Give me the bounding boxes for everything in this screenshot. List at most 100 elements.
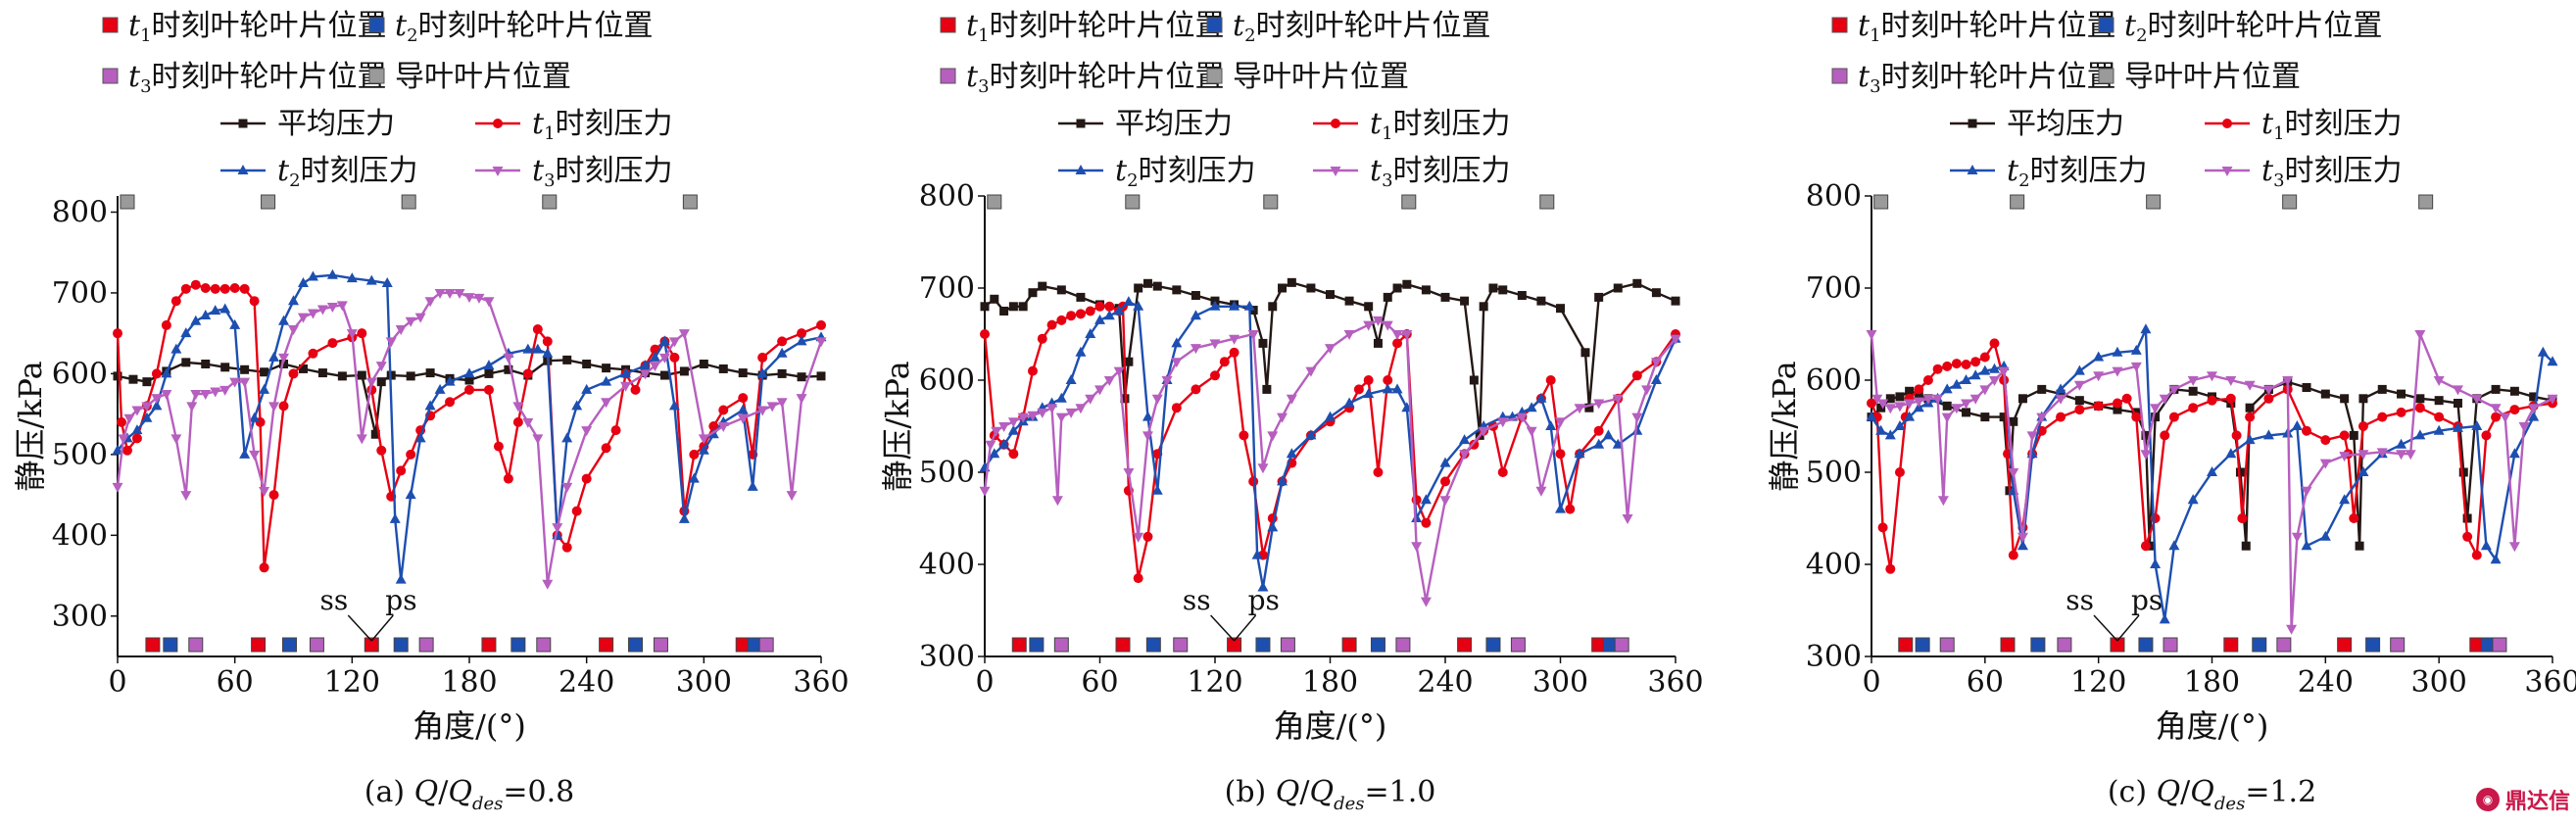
data-point-t2 — [1171, 337, 1183, 348]
data-point-t1 — [2008, 550, 2018, 560]
x-tick-label: 120 — [2070, 665, 2126, 700]
y-tick-label: 300 — [52, 600, 108, 634]
data-point-t2 — [1961, 374, 1972, 384]
data-point-t1 — [1133, 573, 1143, 584]
data-point-t1 — [1914, 384, 1924, 395]
data-point-t3 — [2518, 422, 2530, 432]
data-point-t2 — [297, 277, 309, 288]
data-point-avg — [1876, 403, 1886, 412]
data-point-t2 — [170, 343, 182, 354]
data-point-t3 — [424, 297, 436, 308]
legend-p-t3-marker — [1330, 167, 1341, 176]
data-point-t3 — [2471, 394, 2483, 405]
data-point-t1 — [1066, 311, 1077, 321]
data-point-t3 — [991, 426, 1002, 437]
data-point-t2 — [1055, 392, 1067, 403]
blade-position-marker-t3 — [1173, 637, 1189, 653]
data-point-t2 — [2339, 494, 2351, 505]
vane-position-marker — [2010, 194, 2025, 210]
data-point-t1 — [2377, 412, 2388, 422]
data-point-t3 — [2093, 371, 2105, 382]
blade-position-marker-t3 — [1280, 637, 1295, 653]
data-point-t1 — [2140, 541, 2151, 552]
data-point-avg — [376, 377, 386, 387]
x-tick-label: 360 — [793, 665, 849, 700]
data-point-avg — [2453, 399, 2462, 408]
data-point-avg — [999, 307, 1009, 315]
data-point-t2 — [601, 375, 612, 386]
blade-position-marker-t3 — [758, 637, 774, 653]
data-point-t2 — [2168, 540, 2180, 551]
blade-position-marker-t3 — [1053, 637, 1069, 653]
data-point-t2 — [326, 268, 338, 279]
data-point-avg — [2355, 541, 2364, 551]
data-point-t3 — [2319, 459, 2331, 469]
y-tick-label: 800 — [1806, 179, 1862, 214]
legend-blade-t1-swatch — [1831, 17, 1848, 33]
blade-position-marker-t1 — [364, 637, 379, 653]
data-point-t2 — [1650, 374, 1662, 384]
data-point-avg — [1613, 283, 1623, 293]
vane-position-marker — [987, 194, 1002, 210]
data-point-t1 — [797, 328, 807, 339]
data-point-avg — [2141, 430, 2151, 440]
data-point-t2 — [288, 295, 299, 306]
data-point-avg — [1402, 279, 1412, 289]
x-tick-label: 240 — [1417, 665, 1473, 700]
data-point-t2 — [131, 424, 143, 435]
data-point-t1 — [1440, 476, 1450, 487]
data-point-t1 — [1027, 365, 1038, 376]
data-point-t3 — [1979, 385, 1991, 396]
data-point-t1 — [1970, 357, 1981, 367]
data-point-t3 — [1085, 394, 1096, 405]
data-point-t3 — [503, 353, 514, 364]
data-point-t3 — [1871, 394, 1883, 405]
panel-caption: (b) Q/Qdes=1.0 — [1225, 775, 1436, 814]
data-point-t2 — [1243, 300, 1255, 311]
data-point-t3 — [288, 325, 299, 336]
data-point-t3 — [1391, 330, 1403, 340]
data-point-t1 — [288, 368, 299, 379]
data-point-t1 — [571, 506, 582, 516]
data-point-t2 — [405, 489, 416, 500]
data-point-t1 — [1363, 375, 1374, 385]
data-point-t3 — [141, 402, 153, 412]
data-point-avg — [582, 360, 592, 369]
data-point-avg — [1268, 302, 1278, 312]
data-point-t3 — [1382, 320, 1393, 331]
data-point-t2 — [532, 343, 544, 354]
legend-blade-t1-label: t1时刻叶轮叶片位置 — [1858, 9, 2116, 46]
blade-position-marker-t3 — [536, 637, 552, 653]
series-t1 — [113, 279, 826, 573]
blade-position-marker-t1 — [251, 637, 267, 653]
data-point-t3 — [2262, 385, 2274, 396]
vane-position-marker — [682, 194, 698, 210]
data-point-t3 — [815, 337, 827, 348]
data-point-avg — [1942, 401, 1952, 411]
data-point-t3 — [210, 387, 221, 398]
data-point-t1 — [113, 328, 122, 339]
data-point-avg — [699, 360, 708, 369]
legend-p-t1-label: t1时刻压力 — [1370, 107, 1511, 144]
data-point-avg — [797, 372, 806, 382]
vane-position-marker — [1539, 194, 1555, 210]
blade-position-marker-t2 — [1029, 637, 1045, 653]
data-point-t1 — [2434, 412, 2445, 422]
data-point-avg — [2349, 430, 2358, 440]
data-point-avg — [2529, 392, 2539, 402]
data-point-t2 — [1142, 411, 1153, 421]
data-point-avg — [1584, 403, 1594, 412]
data-point-t3 — [1631, 412, 1643, 423]
blade-position-marker-t3 — [1939, 637, 1955, 653]
data-point-t3 — [434, 288, 446, 299]
x-tick-label: 180 — [1302, 665, 1358, 700]
blade-position-marker-t3 — [2057, 637, 2072, 653]
data-point-t2 — [239, 448, 251, 459]
legend-p-t1-label: t1时刻压力 — [2261, 107, 2403, 144]
data-point-t2 — [1875, 424, 1887, 435]
data-point-t1 — [483, 384, 494, 395]
series-line-t3 — [116, 291, 823, 585]
data-point-avg — [201, 360, 211, 369]
data-point-t2 — [2112, 346, 2123, 357]
data-point-t3 — [1941, 412, 1953, 423]
